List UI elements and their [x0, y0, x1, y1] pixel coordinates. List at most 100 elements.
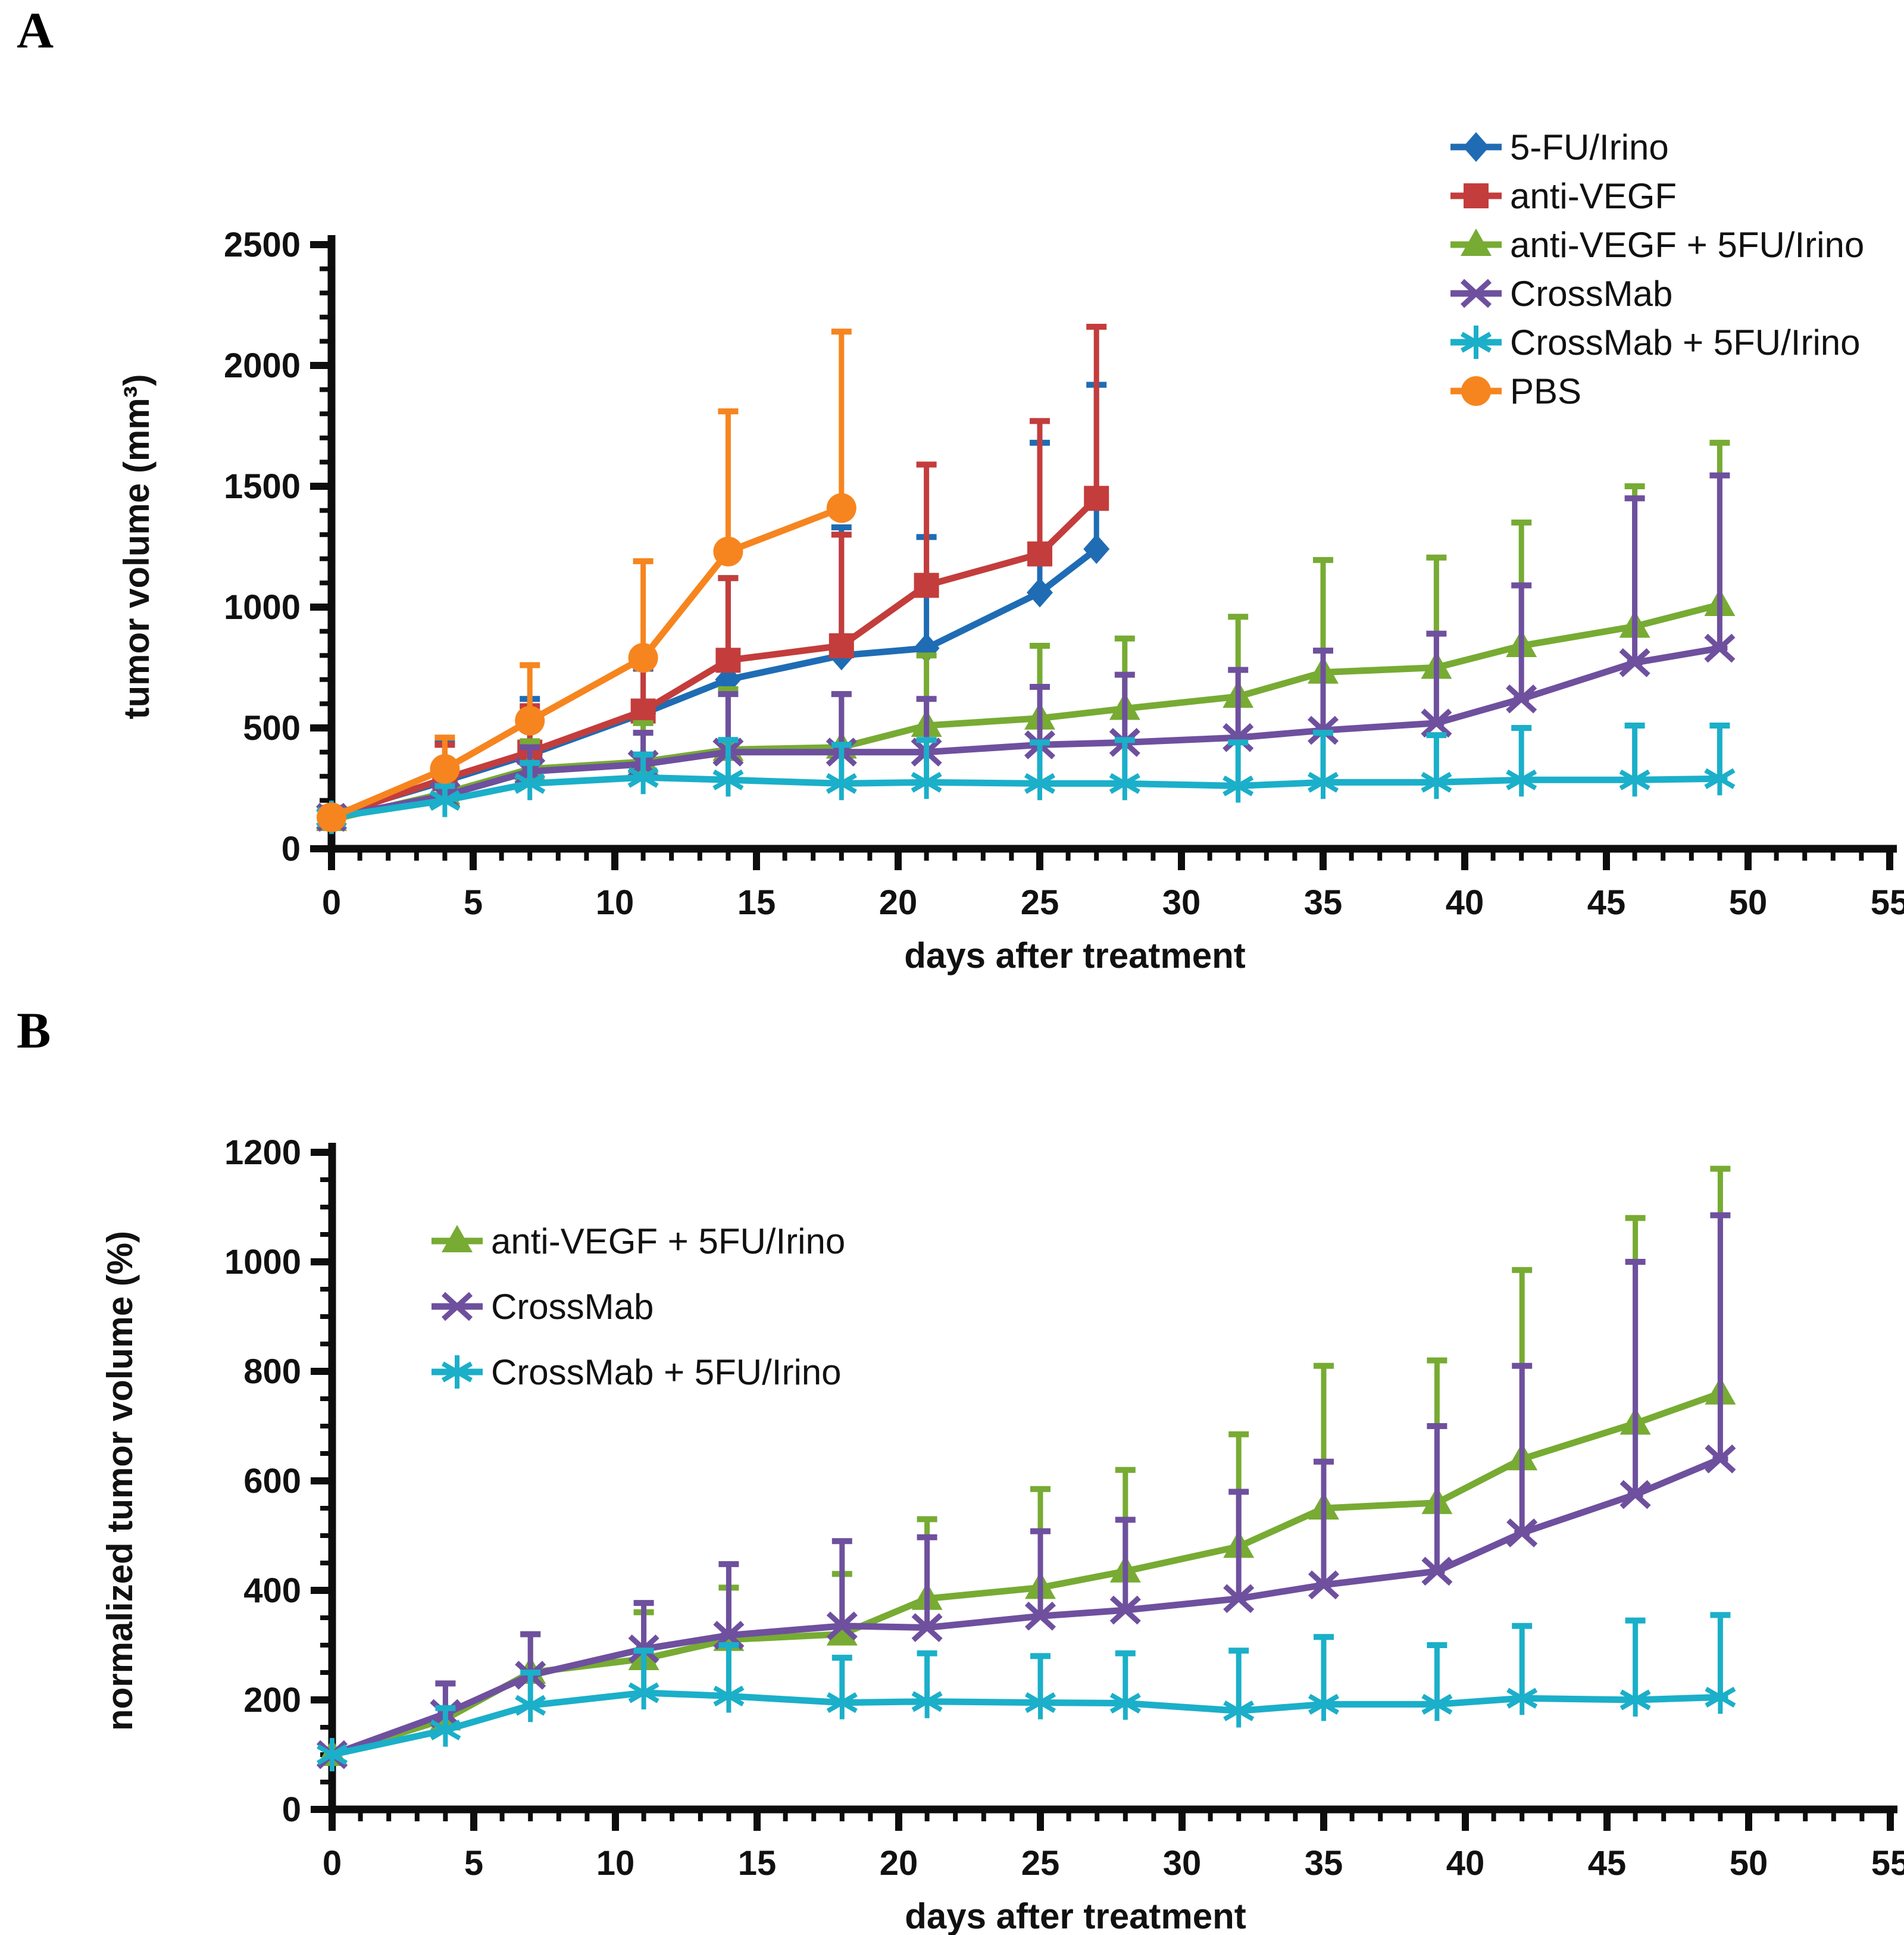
x-tick-label: 5 — [464, 1844, 483, 1883]
diamond-marker — [1083, 534, 1110, 564]
legend-item-anti-vegf-5fu-irino: anti-VEGF + 5FU/Irino — [1450, 225, 1864, 265]
legend-label: CrossMab — [491, 1287, 654, 1327]
x-tick-label: 30 — [1162, 883, 1201, 922]
panel-A-y-ticks: 0 500 1000 1500 2000 2500 — [224, 226, 332, 868]
legend-item-anti-vegf: anti-VEGF — [1450, 176, 1677, 216]
circle-marker — [515, 705, 545, 736]
series-markers — [315, 761, 1736, 834]
x-marker — [441, 1292, 473, 1321]
x-tick-label: 40 — [1446, 1844, 1485, 1883]
asterisk-marker — [911, 765, 942, 799]
asterisk-marker — [1421, 765, 1452, 799]
panel-B-legend: anti-VEGF + 5FU/Irino CrossMab CrossMab + … — [432, 1221, 845, 1392]
x-tick-label: 20 — [879, 883, 918, 922]
legend-label: anti-VEGF + 5FU/Irino — [1510, 225, 1864, 265]
x-tick-label: 35 — [1305, 1844, 1343, 1883]
y-tick-label: 500 — [243, 709, 301, 748]
triangle-marker — [826, 1618, 858, 1646]
triangle-marker — [442, 1225, 473, 1252]
x-tick-label: 45 — [1587, 883, 1626, 922]
x-tick-label: 25 — [1021, 883, 1059, 922]
circle-marker — [1461, 376, 1491, 406]
y-tick-label: 200 — [243, 1681, 301, 1720]
triangle-marker — [1461, 229, 1492, 256]
panel-B-y-axis-title: normalized tumor volume (%) — [100, 1231, 140, 1731]
x-marker — [1704, 633, 1736, 663]
asterisk-marker — [1308, 1687, 1340, 1721]
asterisk-marker — [515, 1689, 546, 1723]
x-marker — [1308, 1570, 1340, 1600]
diamond-marker — [1463, 132, 1489, 162]
panel-A-chart: 0 5 10 15 20 25 30 35 40 45 50 55 0 500 1000 1500 2000 25… — [117, 127, 1904, 976]
panel-A-x-ticks: 0 5 10 15 20 25 30 35 40 45 50 55 — [322, 849, 1904, 922]
x-marker — [1620, 1480, 1651, 1509]
x-tick-label: 10 — [596, 883, 634, 922]
x-tick-label: 20 — [880, 1844, 918, 1883]
x-marker — [1421, 1556, 1453, 1586]
series-markers — [317, 493, 856, 833]
square-marker — [1464, 183, 1489, 208]
x-tick-label: 50 — [1729, 883, 1768, 922]
legend-item-crossmab-5fu-irino: CrossMab + 5FU/Irino — [1450, 323, 1861, 362]
x-tick-label: 40 — [1446, 883, 1484, 922]
x-tick-label: 25 — [1021, 1844, 1060, 1883]
series-line — [328, 505, 845, 821]
y-tick-label: 600 — [243, 1462, 301, 1501]
x-tick-label: 55 — [1871, 883, 1904, 922]
panel-B-x-ticks: 0 5 10 15 20 25 30 35 40 45 50 55 — [323, 1809, 1904, 1883]
legend-item-anti-vegf-5fu-irino: anti-VEGF + 5FU/Irino — [432, 1221, 845, 1261]
panel-B-chart: 0 5 10 15 20 25 30 35 40 45 50 55 0 200 400 600 800 1000 1… — [100, 1133, 1904, 1935]
x-marker — [1460, 279, 1492, 308]
series-markers — [316, 1444, 1736, 1770]
x-tick-label: 45 — [1588, 1844, 1627, 1883]
legend-item-5-fu-irino: 5-FU/Irino — [1450, 127, 1669, 167]
legend-label: anti-VEGF + 5FU/Irino — [491, 1221, 845, 1261]
asterisk-marker — [826, 767, 857, 801]
y-tick-label: 0 — [282, 1790, 301, 1829]
asterisk-marker — [1421, 1687, 1453, 1721]
asterisk-marker — [1506, 1681, 1538, 1715]
y-tick-label: 2500 — [224, 226, 301, 264]
panel-b-label: B — [17, 1002, 51, 1059]
square-marker — [914, 573, 939, 598]
asterisk-marker — [1223, 1694, 1255, 1728]
asterisk-marker — [429, 783, 461, 817]
square-marker — [828, 633, 854, 658]
x-marker — [1506, 684, 1537, 714]
panel-B-x-axis-title: days after treatment — [905, 1896, 1246, 1935]
x-tick-label: 30 — [1163, 1844, 1202, 1883]
asterisk-marker — [628, 1676, 659, 1710]
diamond-marker — [1027, 577, 1053, 608]
x-marker — [826, 1611, 858, 1641]
y-tick-label: 400 — [243, 1571, 301, 1610]
x-marker — [1109, 1595, 1141, 1625]
legend-item-crossmab: CrossMab — [1450, 274, 1672, 314]
x-marker — [911, 1613, 943, 1642]
asterisk-marker — [627, 761, 659, 795]
x-tick-label: 5 — [464, 883, 483, 922]
y-tick-label: 1200 — [224, 1133, 301, 1172]
panel-A-series-pbs — [317, 329, 856, 833]
asterisk-marker — [911, 1684, 943, 1718]
x-marker — [1421, 708, 1452, 738]
circle-marker — [713, 536, 743, 567]
asterisk-marker — [514, 767, 546, 801]
square-marker — [1027, 541, 1052, 567]
square-marker — [1084, 486, 1109, 511]
asterisk-marker — [1620, 1683, 1651, 1717]
y-tick-label: 1000 — [224, 1243, 301, 1281]
asterisk-marker — [1109, 1686, 1141, 1720]
y-tick-label: 800 — [243, 1352, 301, 1391]
asterisk-marker — [1460, 326, 1492, 359]
x-tick-label: 0 — [322, 883, 341, 922]
panel-A-y-axis-title: tumor volume (mm³) — [117, 374, 157, 719]
panel-B-y-ticks: 0 200 400 600 800 1000 1200 — [224, 1133, 332, 1829]
legend-label: 5-FU/Irino — [1510, 127, 1669, 167]
circle-marker — [317, 802, 346, 833]
x-tick-label: 15 — [738, 1844, 777, 1883]
asterisk-marker — [1705, 1680, 1736, 1714]
panel-a-label: A — [17, 2, 54, 59]
asterisk-marker — [826, 1686, 858, 1720]
circle-marker — [628, 643, 658, 673]
x-tick-label: 10 — [596, 1844, 635, 1883]
